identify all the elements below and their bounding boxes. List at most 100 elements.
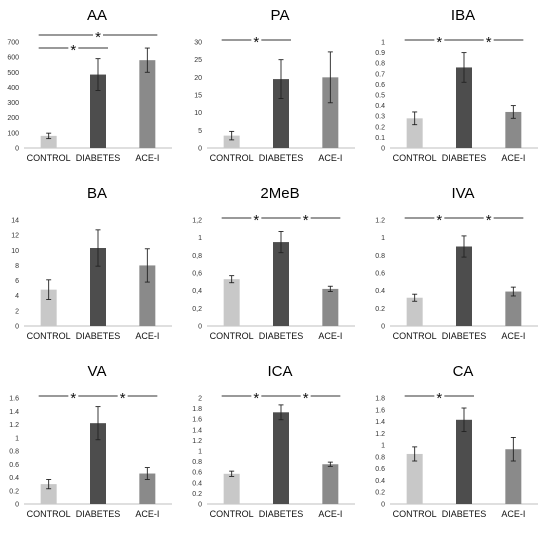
category-label: DIABETES xyxy=(76,153,121,163)
y-tick-label: 1.6 xyxy=(9,396,19,403)
y-tick-label: 10 xyxy=(11,248,19,255)
bar-diabetes xyxy=(273,242,289,326)
y-tick-label: 400 xyxy=(7,85,19,92)
y-tick-label: 1.6 xyxy=(192,417,202,424)
y-tick-label: 0.2 xyxy=(192,491,202,498)
chart-title: IBA xyxy=(451,7,475,24)
y-tick-label: 0 xyxy=(15,502,19,509)
significance-gap xyxy=(251,391,262,401)
bar-ace-i xyxy=(505,291,522,326)
category-label: ACE-I xyxy=(135,509,159,519)
y-tick-label: 0.8 xyxy=(375,454,385,461)
bar-ace-i xyxy=(139,265,156,326)
significance-star: * xyxy=(70,42,76,59)
y-tick-label: 1.2 xyxy=(9,422,19,429)
significance-gap xyxy=(68,43,79,53)
y-tick-label: 300 xyxy=(7,100,19,107)
y-tick-label: 6 xyxy=(15,278,19,285)
category-label: ACE-I xyxy=(501,509,525,519)
significance-star: * xyxy=(253,390,259,407)
y-tick-label: 1.4 xyxy=(9,409,19,416)
category-label: DIABETES xyxy=(259,153,304,163)
significance-star: * xyxy=(120,390,126,407)
y-tick-label: 1.2 xyxy=(192,438,202,445)
y-tick-label: 0.9 xyxy=(375,50,385,57)
category-label: ACE-I xyxy=(135,331,159,341)
y-tick-label: 1 xyxy=(198,235,202,242)
bar-control xyxy=(406,453,423,504)
y-tick-label: 1.8 xyxy=(375,396,385,403)
significance-gap xyxy=(434,391,445,401)
bar-control xyxy=(223,279,240,326)
category-label: CONTROL xyxy=(393,331,437,341)
y-tick-label: 0.7 xyxy=(375,71,385,78)
significance-gap xyxy=(483,213,494,223)
category-label: DIABETES xyxy=(259,331,304,341)
y-tick-label: 0.8 xyxy=(375,61,385,68)
bar-control xyxy=(40,135,57,148)
bar-ace-i xyxy=(139,473,156,504)
bar-control xyxy=(406,297,423,326)
y-tick-label: 0.2 xyxy=(375,306,385,313)
significance-gap xyxy=(300,213,311,223)
category-label: CONTROL xyxy=(27,331,71,341)
category-label: DIABETES xyxy=(442,331,487,341)
y-tick-label: 0.1 xyxy=(375,135,385,142)
chart-svg: 2MeB 0 0,2 0,4 0,6 0,8 1 1,2 CONTROL DIABETES ACE-… xyxy=(192,185,355,341)
chart-panel-2: PA 0 5 10 15 20 25 30 CONTROL DIABETES ACE-I * xyxy=(183,0,366,178)
bar-control xyxy=(40,484,57,504)
chart-svg: IBA 0 0.1 0.2 0.3 0.4 0.5 0.6 0.7 0.8 0.9 1 CONTROL D… xyxy=(375,7,538,163)
y-tick-label: 0.6 xyxy=(375,466,385,473)
y-tick-label: 2 xyxy=(198,396,202,403)
chart-svg: BA 0 2 4 6 8 10 12 14 CONTROL DIABETES ACE-I xyxy=(11,185,172,341)
bar-control xyxy=(40,289,57,326)
y-tick-label: 0.4 xyxy=(375,478,385,485)
y-tick-label: 0 xyxy=(381,502,385,509)
chart-panel-7: VA 0 0.2 0.4 0.6 0.8 1 1.2 1.4 1.6 CONTROL DIABETES… xyxy=(0,356,183,534)
significance-gap xyxy=(93,30,103,40)
chart-title: BA xyxy=(87,185,107,202)
y-tick-label: 0,4 xyxy=(192,288,202,295)
bar-diabetes xyxy=(273,79,289,148)
y-tick-label: 20 xyxy=(194,75,202,82)
category-label: ACE-I xyxy=(135,153,159,163)
chart-panel-3: IBA 0 0.1 0.2 0.3 0.4 0.5 0.6 0.7 0.8 0.9 1 CONTROL D… xyxy=(366,0,549,178)
chart-panel-1: AA 0 100 200 300 400 500 600 700 CONTROL DIABETES A… xyxy=(0,0,183,178)
y-tick-label: 0.4 xyxy=(375,103,385,110)
y-tick-label: 1,2 xyxy=(192,218,202,225)
chart-title: PA xyxy=(271,7,290,24)
chart-svg: AA 0 100 200 300 400 500 600 700 CONTROL DIABETES A… xyxy=(7,7,172,163)
significance-gap xyxy=(117,391,128,401)
y-tick-label: 0.5 xyxy=(375,93,385,100)
significance-gap xyxy=(300,391,311,401)
significance-star: * xyxy=(486,34,492,51)
y-tick-label: 1 xyxy=(198,449,202,456)
category-label: ACE-I xyxy=(318,509,342,519)
y-tick-label: 1.4 xyxy=(192,427,202,434)
y-tick-label: 100 xyxy=(7,130,19,137)
y-tick-label: 0.6 xyxy=(375,82,385,89)
category-label: ACE-I xyxy=(318,153,342,163)
y-tick-label: 0.2 xyxy=(375,124,385,131)
y-tick-label: 12 xyxy=(11,233,19,240)
y-tick-label: 0,8 xyxy=(192,253,202,260)
chart-panel-6: IVA 0 0.2 0.4 0.6 0.8 1 1.2 CONTROL DIABETES ACE-I… xyxy=(366,178,549,356)
category-label: DIABETES xyxy=(442,153,487,163)
significance-gap xyxy=(483,35,494,45)
y-tick-label: 0.8 xyxy=(375,253,385,260)
y-tick-label: 4 xyxy=(15,293,19,300)
y-tick-label: 1 xyxy=(381,235,385,242)
y-tick-label: 0 xyxy=(198,146,202,153)
y-tick-label: 1.4 xyxy=(375,419,385,426)
y-tick-label: 0.6 xyxy=(9,462,19,469)
category-label: CONTROL xyxy=(210,509,254,519)
y-tick-label: 0.4 xyxy=(375,288,385,295)
chart-title: IVA xyxy=(451,185,474,202)
category-label: ACE-I xyxy=(501,153,525,163)
significance-gap xyxy=(68,391,79,401)
significance-star: * xyxy=(70,390,76,407)
category-label: ACE-I xyxy=(501,331,525,341)
y-tick-label: 500 xyxy=(7,70,19,77)
significance-star: * xyxy=(436,390,442,407)
significance-gap xyxy=(251,35,262,45)
